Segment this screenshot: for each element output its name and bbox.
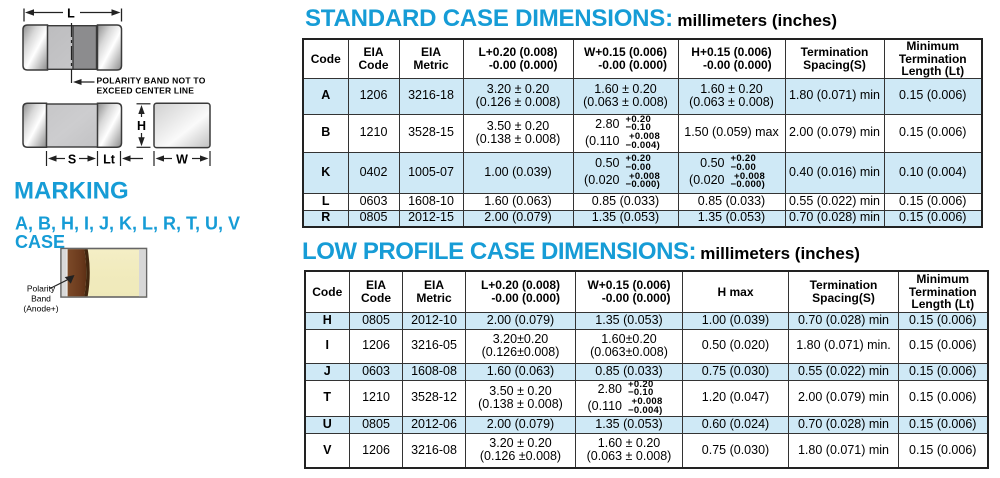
svg-text:H: H [137,119,146,133]
svg-text:Band: Band [31,294,51,304]
svg-text:A, B, H, I, J, K, L, R, T, U,: A, B, H, I, J, K, L, R, T, U, V [15,214,240,234]
svg-text:L: L [67,7,75,21]
svg-text:S: S [68,153,76,167]
svg-text:MARKING: MARKING [14,178,129,205]
svg-text:Polarity: Polarity [27,284,56,294]
svg-text:W: W [176,153,188,167]
svg-text:EXCEED CENTER LINE: EXCEED CENTER LINE [97,86,195,96]
svg-text:POLARITY BAND NOT TO: POLARITY BAND NOT TO [97,76,206,86]
svg-text:CASE: CASE [15,232,65,252]
svg-text:(Anode+): (Anode+) [23,304,58,314]
svg-text:Lt: Lt [103,153,116,167]
